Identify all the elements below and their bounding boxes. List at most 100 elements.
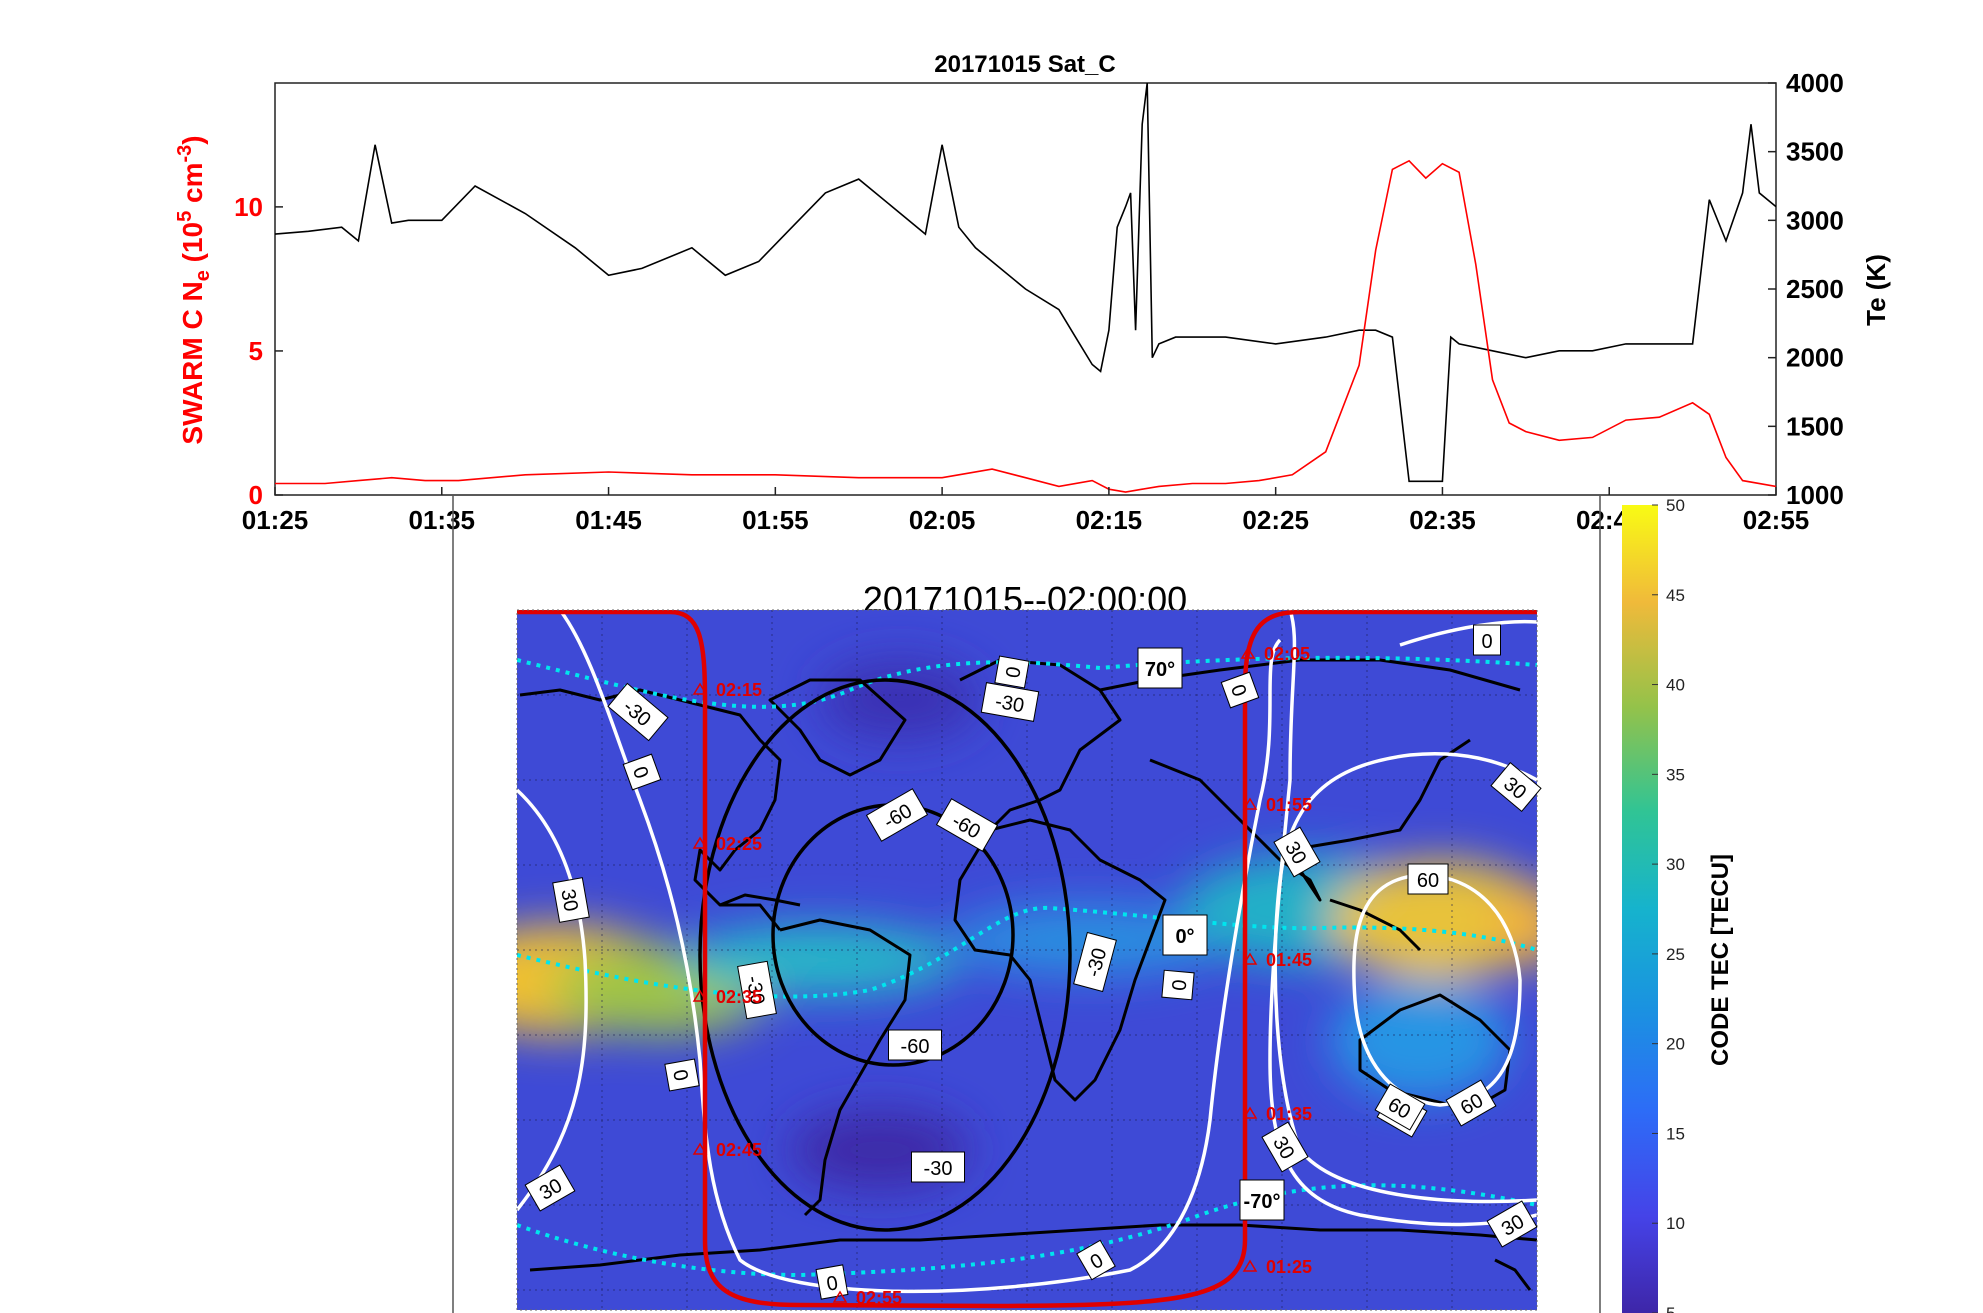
left-tick-label: 5 [249,336,263,366]
maglat-0-line [517,905,1537,999]
contour-label: 0 [1076,1239,1116,1281]
contour-label: 30 [1490,761,1542,813]
left-y-axis-label: SWARM C Ne (105 cm-3) [174,135,214,444]
label-box [1261,1121,1309,1173]
right-tick-label: 2500 [1786,274,1844,304]
latitude-label: -70° [1239,1179,1285,1221]
contour-minus30 [698,678,1072,1232]
contour-0-east [1268,610,1537,1227]
contour-label: 0 [1220,671,1260,709]
label-text: 60 [1417,870,1439,892]
label-text: 70° [1145,659,1175,681]
trajectory-time-text: 02:35 [716,987,762,1007]
right-tick-label: 1500 [1786,411,1844,441]
right-tick-label: 1000 [1786,480,1844,510]
contour-label: 0 [664,1058,700,1092]
label-box [1374,1083,1426,1131]
contour-label: 30 [1486,1200,1538,1248]
te-series-line [275,83,1776,483]
contour-label: 60 [1407,863,1449,895]
label-text: 0 [668,1068,692,1083]
label-box [1162,914,1208,956]
colorbar-tick-label: 35 [1666,765,1685,784]
label-box [888,1029,942,1061]
contour-label: 30 [552,877,590,923]
x-tick-label: 01:35 [409,505,476,535]
label-text: 0 [825,1272,840,1296]
top-chart-title: 20171015 Sat_C [934,51,1115,78]
label-text: -30 [924,1158,953,1180]
label-box [935,798,999,852]
label-box [994,655,1030,689]
contour-label: 0 [815,1264,849,1300]
label-box [1161,969,1195,1001]
maglat-minus70-line [517,1183,1537,1278]
label-text: 0 [1481,631,1492,653]
contour-30-west [517,788,588,1212]
x-tick-label: 01:45 [575,505,642,535]
trajectory-time-label: 02:35 [692,987,762,1007]
label-box [737,960,777,1020]
coastlines [519,658,1537,1291]
label-box [980,682,1040,722]
label-box [622,753,662,791]
contour-label: 0 [622,753,662,791]
x-tick-label: 02:15 [1076,505,1143,535]
contour-label: -30 [1073,931,1117,993]
right-y-axis-label: Te (K) [1861,254,1891,326]
label-text: 0 [1169,979,1192,992]
swarm-trajectory [517,610,1537,1309]
right-tick-label: 3500 [1786,137,1844,167]
right-tick-label: 2000 [1786,343,1844,373]
contour-label: -60 [865,788,929,842]
x-tick-label: 02:05 [909,505,976,535]
latitude-label: 0° [1162,914,1208,956]
label-box [607,682,669,742]
trajectory-time-label: 02:05 [1240,644,1310,664]
contour-label: -30 [911,1151,965,1183]
x-axis-ticks: 01:25 01:35 01:45 01:55 02:05 02:15 02:25 02:35… [242,487,1810,535]
label-box [911,1151,965,1183]
label-box [1490,761,1542,813]
label-box [1473,624,1501,656]
label-text: 0 [1002,665,1026,680]
trajectory-time-label: 02:25 [692,834,762,854]
trajectory-marker [692,682,708,695]
latitude-labels: 70° 0° -70° [1137,647,1285,1221]
label-text: 30 [556,887,582,913]
trajectory-time-label: 01:55 [1242,795,1312,815]
trajectory-time-text: 01:55 [1266,795,1312,815]
trajectory-time-text: 02:45 [716,1140,762,1160]
contour-label: -30 [980,682,1040,722]
label-box [815,1264,849,1300]
label-box [1073,931,1117,993]
x-tick-label: 02:55 [1743,505,1810,535]
trajectory-marker [1242,797,1258,810]
x-tick-label: 01:55 [742,505,809,535]
colorbar [1622,505,1658,1313]
ne-series-line [275,159,1776,493]
label-box [1220,671,1260,709]
label-box [664,1058,700,1092]
colorbar-tick-label: 25 [1666,945,1685,964]
trajectory-time-text: 01:45 [1266,950,1312,970]
maglat-70-line [517,655,1537,709]
colorbar-tick-label: 15 [1666,1124,1685,1143]
colorbar-tick-label: 10 [1666,1214,1685,1233]
label-text: -70° [1244,1191,1281,1213]
trajectory-time-text: 02:25 [716,834,762,854]
trajectory-marker [692,836,708,849]
label-text: -30 [742,974,769,1006]
left-tick-label: 10 [234,192,263,222]
right-tick-label: 4000 [1786,68,1844,98]
tec-map [517,610,1537,1310]
label-box [1137,647,1183,689]
trajectory-time-text: 02:05 [1264,644,1310,664]
trajectory-time-label: 01:45 [1242,950,1312,970]
contour-60-east [1352,873,1522,1107]
latitude-label: 70° [1137,647,1183,689]
trajectory-marker [1240,646,1256,659]
left-axis-ticks: 0 5 10 [234,192,283,510]
trajectory-marker [1242,1106,1258,1119]
